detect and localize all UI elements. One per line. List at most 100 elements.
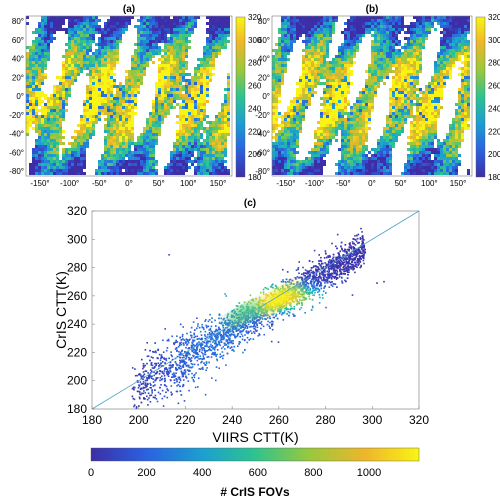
map-cell [401, 103, 404, 106]
map-cell [101, 67, 104, 70]
map-cell [44, 40, 47, 43]
map-cell [194, 169, 197, 172]
map-cell [44, 142, 47, 145]
map-cell [278, 43, 281, 46]
map-cell [218, 151, 221, 154]
map-cell [164, 25, 167, 28]
map-cell [350, 148, 353, 151]
map-cell [347, 142, 350, 145]
map-cell [86, 19, 89, 22]
map-cell [350, 64, 353, 67]
map-cell [161, 115, 164, 118]
map-cell [425, 22, 428, 25]
map-cell [452, 151, 455, 154]
map-cell [185, 151, 188, 154]
map-cell [125, 121, 128, 124]
map-cell [161, 109, 164, 112]
map-cell [107, 67, 110, 70]
map-cell [98, 64, 101, 67]
map-cell [419, 133, 422, 136]
map-cell [425, 139, 428, 142]
map-cell [410, 76, 413, 79]
map-cell [119, 139, 122, 142]
map-cell [416, 118, 419, 121]
map-cell [383, 43, 386, 46]
map-cell [299, 112, 302, 115]
map-cell [365, 136, 368, 139]
map-cell [437, 79, 440, 82]
map-cell [134, 52, 137, 55]
map-cell [224, 25, 227, 28]
map-cell [143, 37, 146, 40]
map-cell [425, 136, 428, 139]
map-cell [461, 43, 464, 46]
map-cell [353, 34, 356, 37]
map-cell [140, 64, 143, 67]
map-cell [53, 160, 56, 163]
map-cell [182, 118, 185, 121]
map-cell [146, 124, 149, 127]
map-cell [458, 16, 461, 19]
map-cell [464, 82, 467, 85]
map-cell [344, 61, 347, 64]
map-cell [104, 55, 107, 58]
map-cell [89, 61, 92, 64]
map-cell [152, 157, 155, 160]
map-cell [377, 64, 380, 67]
map-cell [419, 61, 422, 64]
map-cell [206, 61, 209, 64]
map-cell [455, 133, 458, 136]
map-cell [437, 142, 440, 145]
map-cell [50, 169, 53, 172]
map-cell [398, 40, 401, 43]
map-cell [440, 88, 443, 91]
map-cell [65, 67, 68, 70]
map-cell [203, 91, 206, 94]
map-cell [326, 142, 329, 145]
map-cell [287, 112, 290, 115]
map-cell [362, 16, 365, 19]
map-cell [41, 43, 44, 46]
map-cell [56, 118, 59, 121]
map-cell [305, 52, 308, 55]
map-cell [302, 100, 305, 103]
map-cell [107, 91, 110, 94]
map-cell [218, 121, 221, 124]
map-cell [410, 94, 413, 97]
map-cell [200, 70, 203, 73]
map-cell [410, 151, 413, 154]
map-cell [194, 70, 197, 73]
map-cell [431, 76, 434, 79]
map-cell [119, 169, 122, 172]
map-cell [224, 169, 227, 172]
map-cell [92, 100, 95, 103]
map-cell [284, 31, 287, 34]
map-cell [314, 148, 317, 151]
map-cell [188, 19, 191, 22]
map-cell [131, 115, 134, 118]
map-cell [344, 130, 347, 133]
map-cell [113, 139, 116, 142]
map-cell [38, 58, 41, 61]
map-cell [362, 91, 365, 94]
map-cell [47, 55, 50, 58]
map-cell [116, 163, 119, 166]
map-cell [113, 61, 116, 64]
map-cell [164, 103, 167, 106]
map-cell [158, 121, 161, 124]
map-cell [212, 145, 215, 148]
map-cell [41, 16, 44, 19]
map-cell [107, 163, 110, 166]
map-cell [398, 22, 401, 25]
map-cell [422, 106, 425, 109]
map-cell [116, 154, 119, 157]
map-cell [98, 37, 101, 40]
map-cell [200, 121, 203, 124]
map-cell [206, 76, 209, 79]
map-cell [119, 163, 122, 166]
map-cell [383, 67, 386, 70]
map-cell [215, 166, 218, 169]
map-cell [434, 136, 437, 139]
map-cell [458, 43, 461, 46]
map-cell [185, 82, 188, 85]
